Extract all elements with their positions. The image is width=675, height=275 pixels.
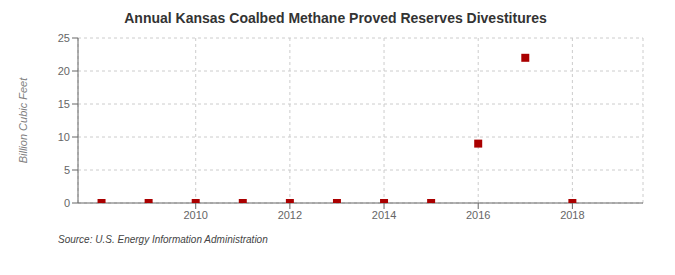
svg-text:2018: 2018 xyxy=(560,209,584,221)
svg-text:2016: 2016 xyxy=(466,209,490,221)
svg-text:20: 20 xyxy=(58,65,70,77)
svg-text:2014: 2014 xyxy=(372,209,396,221)
html-text:Source: U.S. Energy Informatio: Source: U.S. Energy Information Administ… xyxy=(58,234,268,245)
html-text:Annual Kansas Coalbed Methane: Annual Kansas Coalbed Methane Proved Res… xyxy=(124,10,547,26)
svg-text:0: 0 xyxy=(64,197,70,209)
svg-text:2010: 2010 xyxy=(183,209,207,221)
svg-text:Billion Cubic Feet: Billion Cubic Feet xyxy=(17,77,29,164)
svg-text:5: 5 xyxy=(64,164,70,176)
svg-text:10: 10 xyxy=(58,131,70,143)
svg-text:2012: 2012 xyxy=(278,209,302,221)
svg-text:25: 25 xyxy=(58,32,70,44)
svg-text:15: 15 xyxy=(58,98,70,110)
